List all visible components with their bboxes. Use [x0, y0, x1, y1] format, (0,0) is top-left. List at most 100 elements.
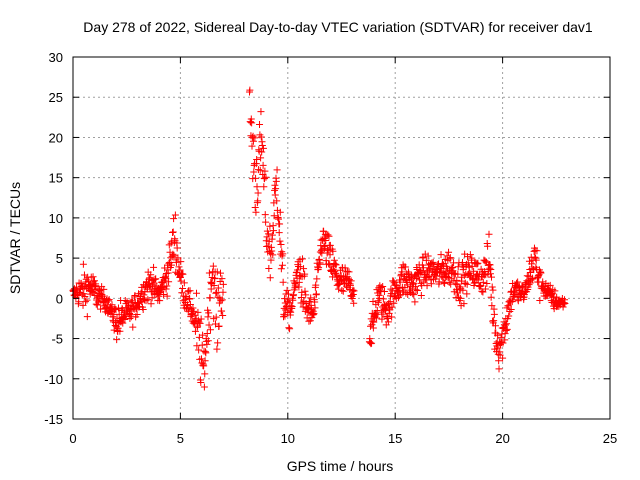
data-point	[196, 355, 204, 363]
y-tick-label: -15	[44, 412, 63, 427]
data-point	[89, 281, 97, 289]
data-point	[499, 339, 507, 347]
data-point	[198, 341, 206, 349]
data-point	[197, 379, 205, 387]
data-point	[108, 301, 116, 309]
data-point	[474, 259, 482, 267]
data-point	[316, 259, 324, 267]
data-point	[322, 236, 330, 244]
data-point	[338, 287, 346, 295]
data-point	[350, 299, 358, 307]
data-point	[388, 313, 396, 321]
data-point	[443, 252, 451, 260]
data-point	[148, 281, 156, 289]
data-point	[429, 258, 437, 266]
data-point	[412, 274, 420, 282]
data-point	[201, 370, 209, 378]
data-point	[254, 166, 262, 174]
data-point	[196, 319, 204, 327]
data-point	[94, 294, 102, 302]
data-point	[411, 298, 419, 306]
data-point	[105, 296, 113, 304]
data-point	[398, 268, 406, 276]
data-point	[264, 248, 272, 256]
data-point	[214, 284, 222, 292]
data-point	[179, 270, 187, 278]
data-point	[115, 310, 123, 318]
data-point	[113, 336, 121, 344]
data-point	[205, 309, 213, 317]
data-point	[345, 276, 353, 284]
data-point	[320, 227, 328, 235]
data-point	[283, 286, 291, 294]
data-point	[186, 287, 194, 295]
data-point	[174, 254, 182, 262]
data-point	[373, 314, 381, 322]
data-point	[144, 296, 152, 304]
data-point	[501, 330, 509, 338]
data-point	[292, 280, 300, 288]
data-point	[487, 293, 495, 301]
grid-lines	[73, 57, 610, 419]
data-point	[214, 293, 222, 301]
data-point	[528, 265, 536, 273]
data-point	[218, 275, 226, 283]
data-point	[252, 208, 260, 216]
data-point	[388, 303, 396, 311]
data-point	[142, 297, 150, 305]
data-point	[265, 264, 273, 272]
data-point	[247, 118, 255, 126]
data-point	[445, 248, 453, 256]
data-points	[69, 86, 569, 391]
data-point	[79, 301, 87, 309]
data-point	[470, 267, 478, 275]
y-axis-label: SDTVAR / TECUs	[7, 182, 23, 294]
data-point	[311, 304, 319, 312]
data-point	[147, 271, 155, 279]
data-point	[104, 297, 112, 305]
data-point	[326, 261, 334, 269]
x-tick-label: 15	[388, 431, 402, 446]
data-point	[121, 316, 129, 324]
data-point	[505, 312, 513, 320]
data-point	[513, 279, 521, 287]
data-point	[256, 121, 264, 129]
data-point	[188, 310, 196, 318]
data-point	[488, 283, 496, 291]
data-point	[349, 291, 357, 299]
data-point	[81, 292, 89, 300]
data-point	[264, 242, 272, 250]
data-point	[162, 274, 170, 282]
data-point	[177, 277, 185, 285]
data-point	[169, 228, 177, 236]
data-point	[213, 345, 221, 353]
data-point	[346, 281, 354, 289]
y-tick-label: 0	[56, 291, 63, 306]
data-point	[121, 297, 129, 305]
data-point	[298, 255, 306, 263]
data-point	[452, 280, 460, 288]
data-point	[366, 338, 374, 346]
data-point	[277, 240, 285, 248]
data-point	[75, 298, 83, 306]
data-point	[531, 253, 539, 261]
data-point	[527, 268, 535, 276]
x-tick-label: 10	[281, 431, 295, 446]
data-point	[344, 267, 352, 275]
data-point	[248, 142, 256, 150]
data-point	[380, 287, 388, 295]
y-tick-label: 15	[49, 171, 63, 186]
plot-frame	[72, 56, 611, 420]
y-axis: -15 -10 -5 0 5 10 15 20 25 30	[44, 50, 610, 427]
data-point	[110, 326, 118, 334]
data-point	[490, 317, 498, 325]
data-point	[276, 220, 284, 228]
data-point	[484, 242, 492, 250]
data-point	[417, 291, 425, 299]
data-point	[454, 270, 462, 278]
data-point	[250, 168, 258, 176]
data-point	[254, 189, 262, 197]
data-point	[478, 287, 486, 295]
x-tick-label: 20	[495, 431, 509, 446]
data-point	[214, 339, 222, 347]
